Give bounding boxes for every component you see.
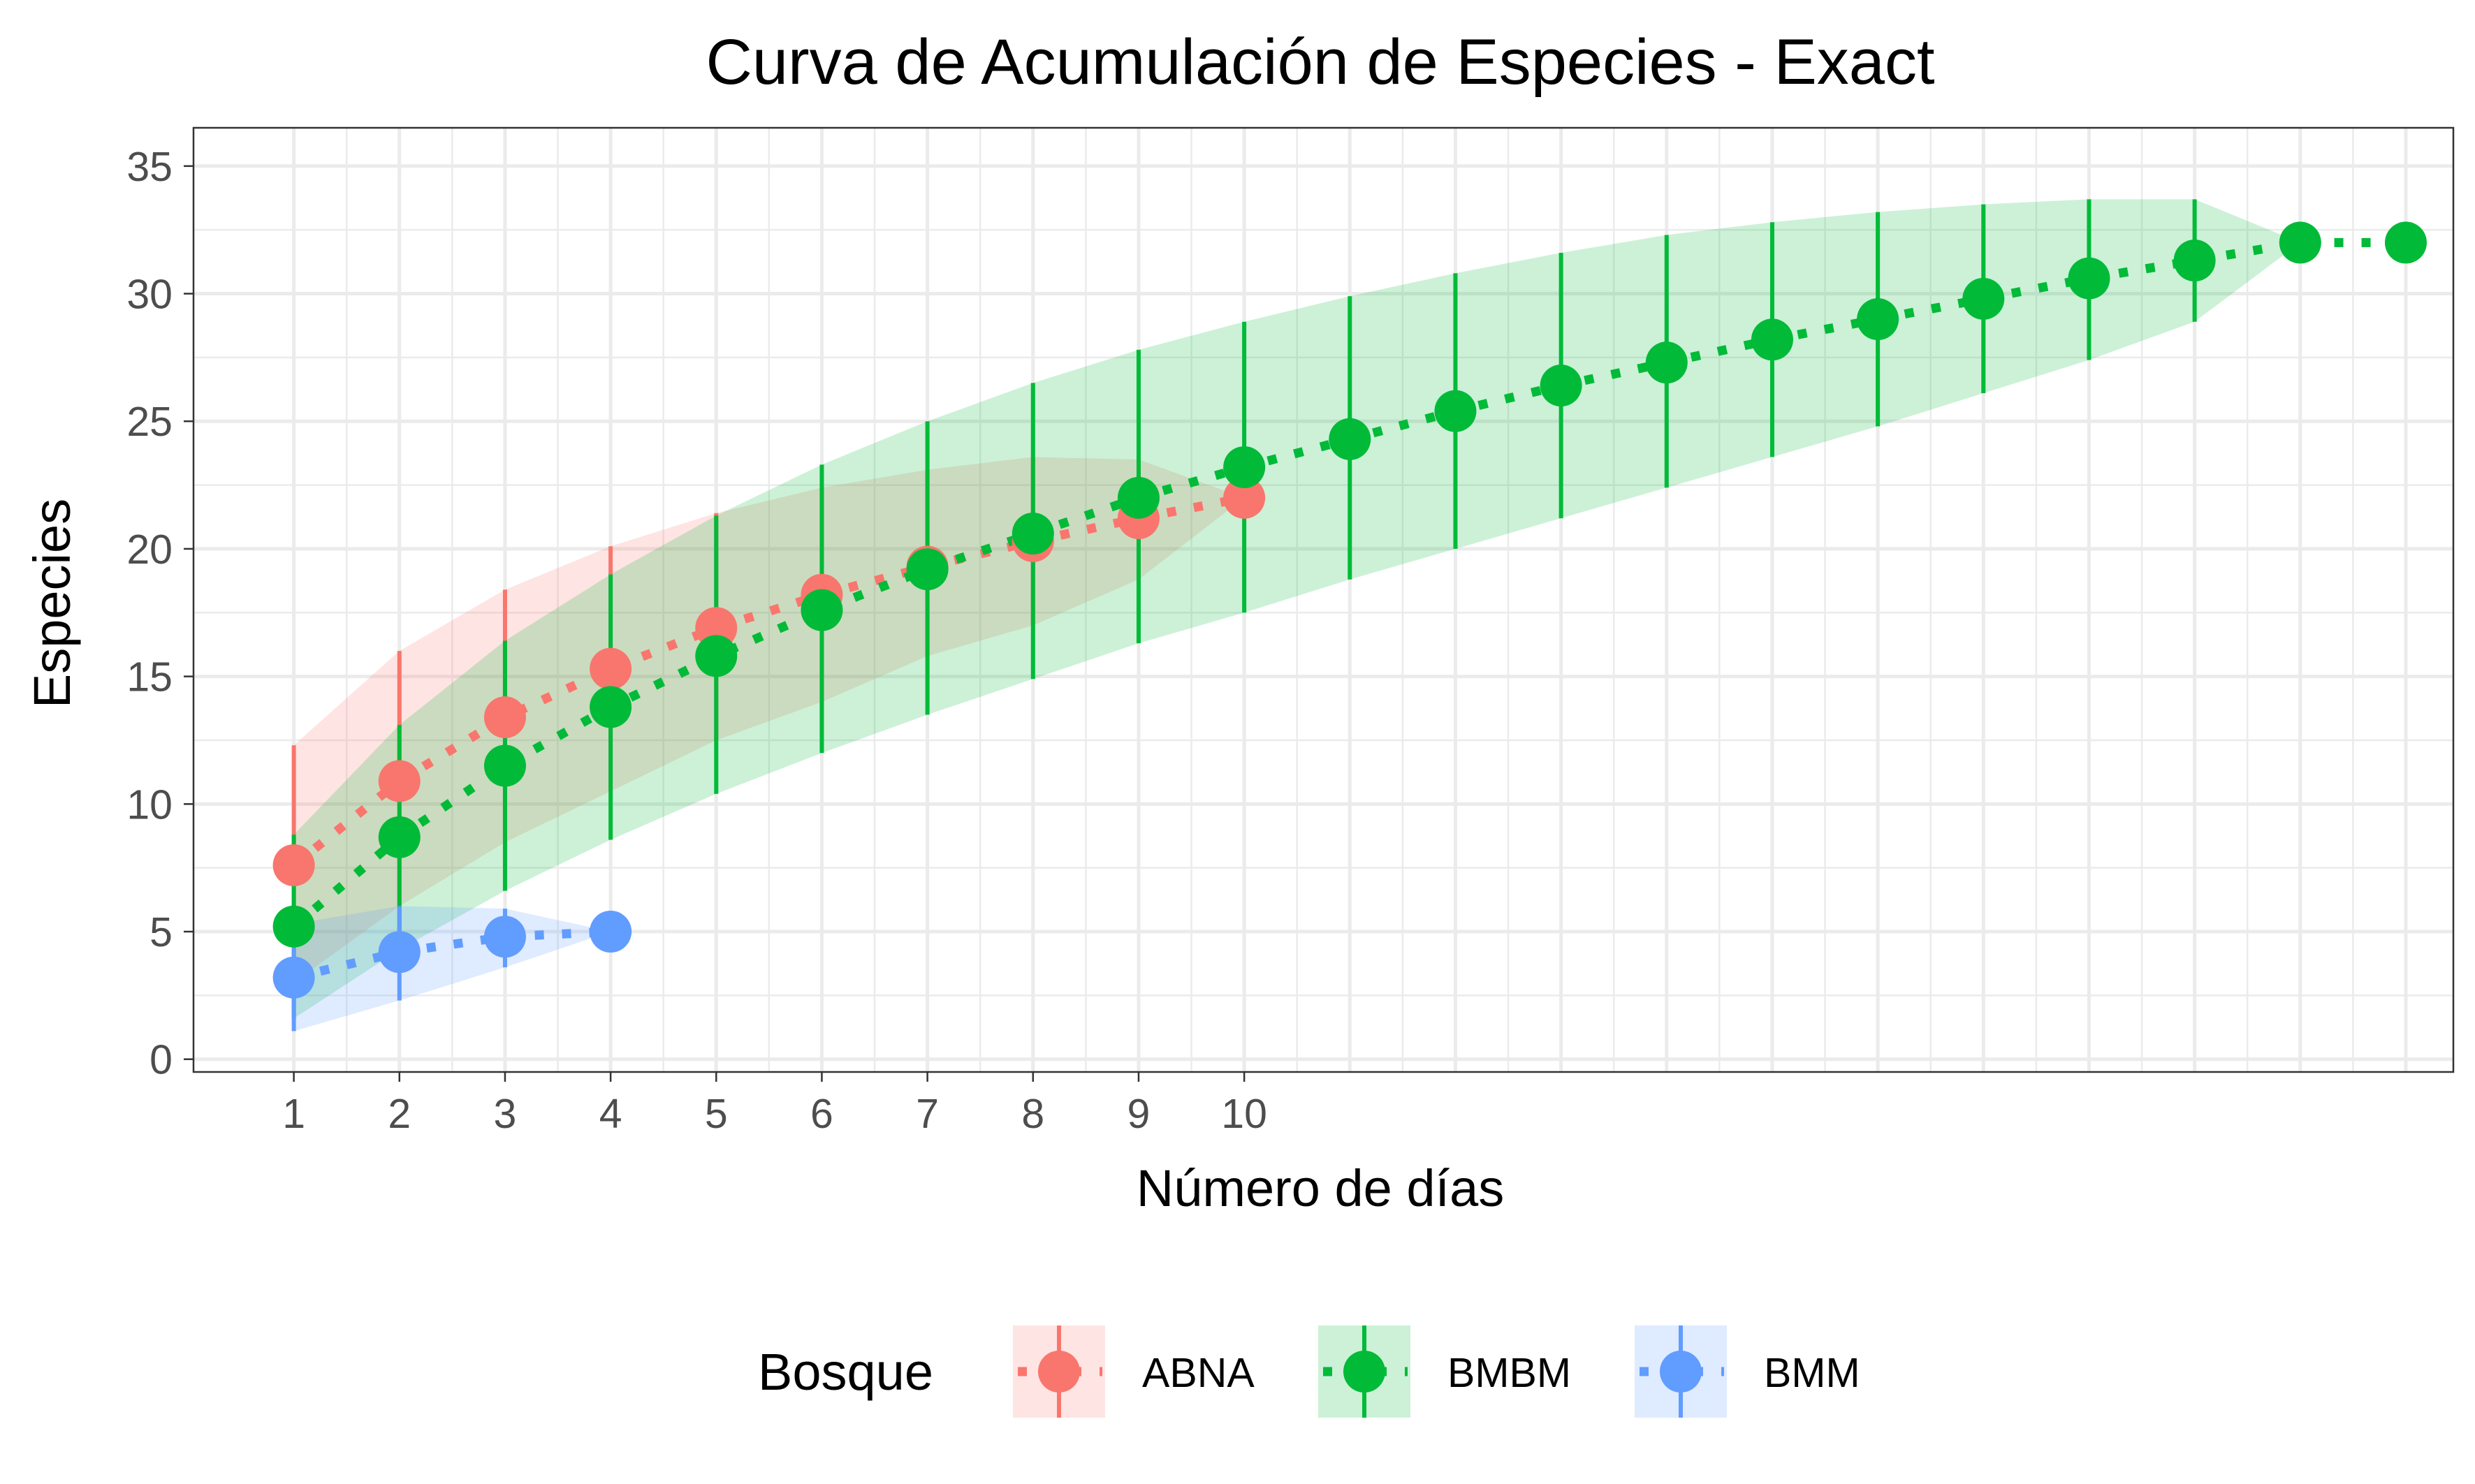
point-bmbm <box>801 589 843 631</box>
point-bmbm <box>1223 446 1266 488</box>
y-tick-label: 15 <box>126 654 173 700</box>
legend-label-abna: ABNA <box>1142 1350 1255 1396</box>
point-abna <box>590 647 632 690</box>
legend: Bosque ABNA BMBM BMM <box>758 1325 1860 1418</box>
point-bmbm <box>1329 418 1371 460</box>
y-tick-label: 20 <box>126 527 173 573</box>
point-bmm <box>483 916 526 958</box>
x-axis: 1 2 3 4 5 6 7 8 9 10 <box>282 1072 1267 1137</box>
ribbon-abna <box>293 457 1245 983</box>
legend-label-bmbm: BMBM <box>1447 1350 1571 1396</box>
x-tick-label: 7 <box>916 1091 939 1137</box>
point-bmbm <box>1751 318 1793 361</box>
point-bmbm <box>1012 512 1054 554</box>
point-bmbm <box>2068 257 2110 300</box>
chart-title: Curva de Acumulación de Especies - Exact <box>706 27 1934 98</box>
legend-title: Bosque <box>758 1343 933 1401</box>
point-bmbm <box>1962 277 2005 320</box>
point-abna <box>483 696 526 739</box>
point-abna <box>272 844 315 887</box>
point-bmbm <box>906 548 949 591</box>
point-bmbm <box>2279 221 2321 264</box>
point-bmbm <box>2384 221 2427 264</box>
x-axis-title: Número de días <box>1137 1159 1505 1217</box>
y-tick-label: 5 <box>149 909 173 955</box>
y-axis: 0 5 10 15 20 25 30 35 <box>126 144 194 1083</box>
series-points <box>272 221 2427 999</box>
point-bmbm <box>483 744 526 787</box>
y-tick-label: 35 <box>126 144 173 190</box>
point-bmbm <box>272 905 315 948</box>
x-tick-label: 5 <box>705 1091 728 1137</box>
x-tick-label: 1 <box>282 1091 305 1137</box>
point-bmbm <box>1857 298 1899 341</box>
x-tick-label: 4 <box>599 1091 622 1137</box>
point-bmbm <box>1434 390 1477 432</box>
major-gridlines <box>194 128 2453 1072</box>
minor-gridlines <box>194 128 2453 1072</box>
point-bmm <box>272 956 315 999</box>
y-tick-label: 0 <box>149 1037 173 1083</box>
point-bmbm <box>590 686 632 728</box>
legend-key-point <box>1038 1351 1080 1393</box>
point-bmbm <box>2173 240 2216 282</box>
point-bmbm <box>1117 476 1160 519</box>
point-bmbm <box>1540 365 1582 407</box>
point-bmm <box>378 931 421 974</box>
x-tick-label: 2 <box>388 1091 411 1137</box>
y-tick-label: 25 <box>126 399 173 445</box>
legend-key-point <box>1660 1351 1702 1393</box>
point-bmm <box>590 911 632 953</box>
legend-label-bmm: BMM <box>1764 1350 1860 1396</box>
point-abna <box>378 760 421 802</box>
x-tick-label: 3 <box>494 1091 517 1137</box>
x-tick-label: 9 <box>1127 1091 1151 1137</box>
ribbon-bmm <box>293 906 611 1031</box>
legend-key-point <box>1343 1351 1385 1393</box>
y-tick-label: 30 <box>126 272 173 318</box>
y-tick-label: 10 <box>126 781 173 828</box>
point-bmbm <box>378 816 421 858</box>
point-bmbm <box>1645 341 1688 384</box>
plot-panel-border <box>192 126 2455 1073</box>
x-tick-label: 6 <box>810 1091 833 1137</box>
point-abna <box>1223 476 1266 519</box>
y-axis-title: Especies <box>23 499 81 708</box>
x-tick-label: 10 <box>1221 1091 1267 1137</box>
point-bmbm <box>695 635 738 677</box>
x-tick-label: 8 <box>1021 1091 1044 1137</box>
line-abna <box>291 493 1246 869</box>
